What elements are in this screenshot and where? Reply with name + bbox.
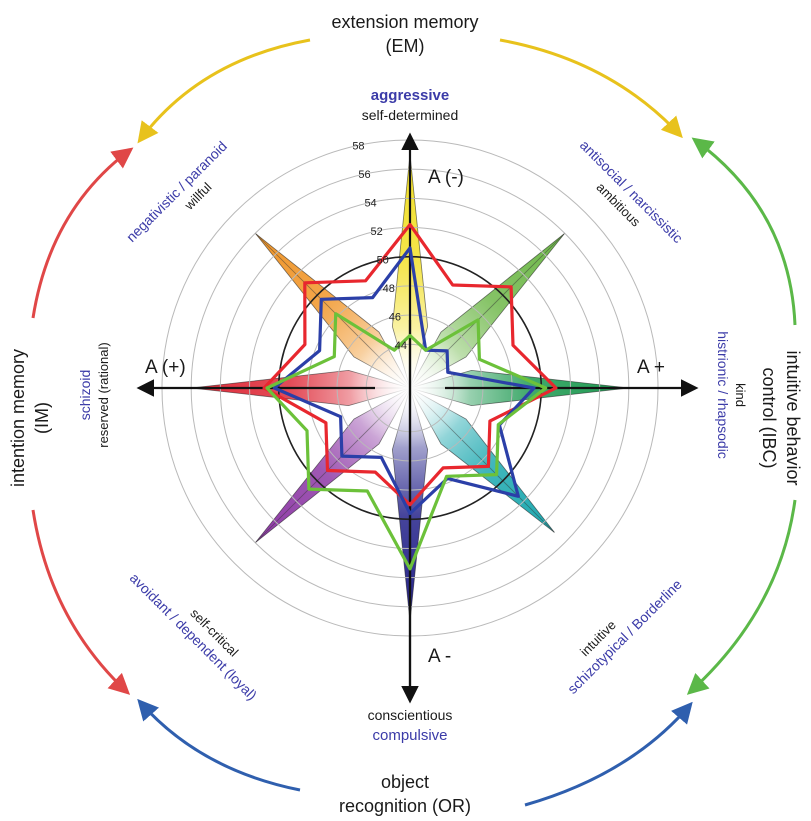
ring-label: 46 — [389, 312, 401, 324]
ring-label: 44 — [395, 340, 407, 352]
style-e-black: kind — [733, 383, 748, 407]
style-w-black: reserved (rational) — [96, 342, 111, 448]
em-label-line2: (EM) — [386, 36, 425, 56]
series-green — [265, 312, 548, 571]
ring-label: 52 — [371, 226, 383, 238]
ibc-label-line2: control (IBC) — [759, 367, 779, 468]
ring-label: 54 — [364, 197, 376, 209]
arc-ibc-bottom — [686, 499, 797, 695]
style-sw-blue: avoidant / dependent (loyal) — [127, 570, 260, 703]
arc-em-left — [137, 38, 311, 144]
style-w-blue: schizoid — [77, 370, 93, 421]
arc-im-top — [31, 147, 134, 319]
axis-label-top: A (-) — [428, 167, 464, 188]
series-blue — [272, 246, 536, 516]
ring-label: 50 — [377, 255, 389, 267]
style-n-blue: aggressive — [371, 87, 449, 104]
or-label-line2: recognition (OR) — [339, 796, 471, 816]
style-e-blue: histrionic / rhapsodic — [715, 331, 731, 459]
style-s-blue: compulsive — [372, 727, 447, 744]
style-n-black: self-determined — [362, 107, 459, 123]
data-series — [262, 223, 558, 571]
arc-em-right — [499, 38, 683, 139]
style-se-blue: schizotypical / Borderline — [564, 576, 685, 697]
em-label-line1: extension memory — [331, 12, 478, 32]
or-label-line1: object — [381, 772, 429, 792]
outer-labels: extension memory (EM) object recognition… — [8, 12, 803, 816]
axis-labels: A (-) A - A (+) A + — [145, 167, 665, 667]
arc-or-left — [137, 698, 301, 792]
ring-label: 58 — [352, 140, 364, 152]
arc-ibc-top — [691, 137, 797, 326]
ring-labels: 44 46 48 50 52 54 56 58 — [352, 140, 407, 352]
arc-im-bottom — [31, 509, 131, 695]
im-label-line1: intention memory — [8, 349, 28, 487]
ring-label: 56 — [358, 169, 370, 181]
im-label-line2: (IM) — [32, 402, 52, 434]
axis-label-bottom: A - — [428, 646, 451, 667]
style-s-black: conscientious — [368, 707, 453, 723]
axis-label-right: A + — [637, 357, 665, 378]
style-ne-blue: antisocial / narcissistic — [577, 137, 686, 246]
axis-label-left: A (+) — [145, 357, 186, 378]
outer-arcs — [31, 38, 797, 807]
arc-or-right — [524, 701, 693, 807]
series-red — [262, 223, 558, 507]
ring-label: 48 — [383, 283, 395, 295]
ibc-label-line1: intuitive behavior — [783, 350, 803, 485]
style-nw-blue: negativistic / paranoid — [123, 138, 230, 245]
